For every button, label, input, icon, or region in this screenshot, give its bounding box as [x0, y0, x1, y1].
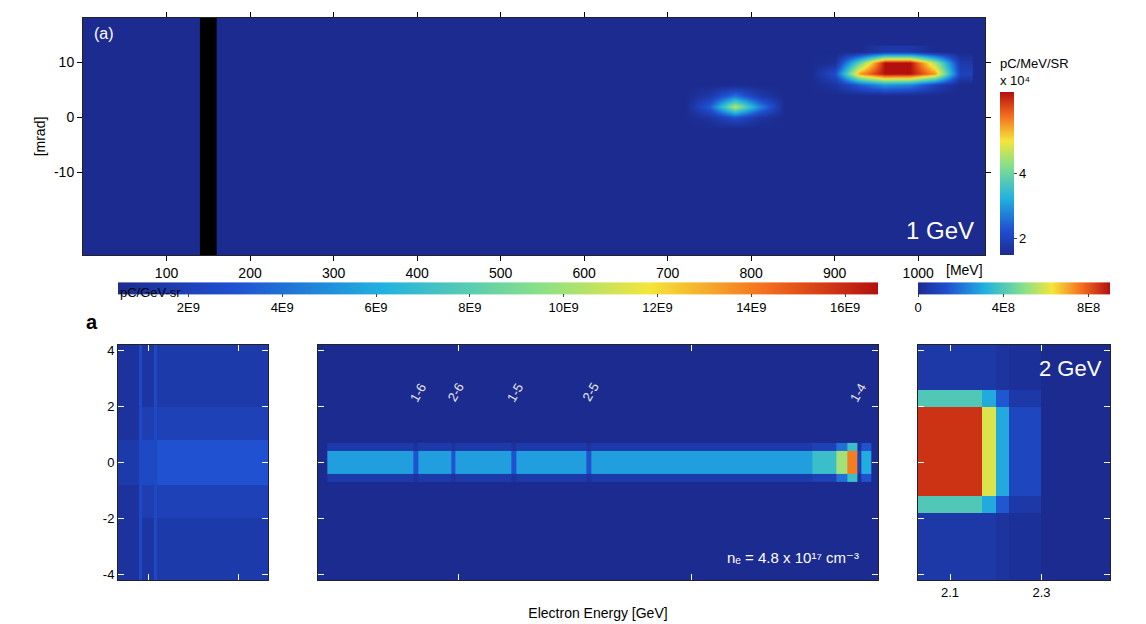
svg-text:1-4: 1-4: [847, 381, 869, 405]
svg-text:4E8: 4E8: [992, 301, 1015, 316]
svg-text:500: 500: [489, 265, 513, 281]
svg-text:0: 0: [914, 301, 921, 316]
svg-text:2: 2: [1019, 231, 1026, 246]
svg-text:[mrad]: [mrad]: [32, 117, 48, 157]
svg-text:(a): (a): [94, 25, 114, 42]
svg-text:2.1: 2.1: [941, 585, 959, 600]
svg-text:6E9: 6E9: [364, 301, 387, 316]
svg-text:2: 2: [107, 399, 114, 414]
svg-text:pC/MeV/SRx 10⁴: pC/MeV/SRx 10⁴: [1000, 56, 1069, 88]
svg-text:700: 700: [656, 265, 680, 281]
svg-text:800: 800: [739, 265, 763, 281]
svg-text:Electron Energy [GeV]: Electron Energy [GeV]: [528, 605, 667, 621]
svg-text:4E9: 4E9: [271, 301, 294, 316]
svg-text:10: 10: [59, 54, 75, 70]
svg-text:0: 0: [107, 455, 114, 470]
svg-text:200: 200: [238, 265, 262, 281]
svg-text:300: 300: [322, 265, 346, 281]
svg-text:1000: 1000: [903, 265, 934, 281]
svg-text:8E9: 8E9: [458, 301, 481, 316]
svg-text:1-5: 1-5: [504, 381, 526, 405]
svg-text:2 GeV: 2 GeV: [1039, 356, 1102, 381]
svg-text:2E9: 2E9: [177, 301, 200, 316]
svg-text:2-5: 2-5: [579, 380, 601, 404]
svg-text:-2: -2: [103, 511, 115, 526]
svg-text:4: 4: [107, 343, 114, 358]
svg-text:-10: -10: [54, 164, 74, 180]
svg-text:2.3: 2.3: [1032, 585, 1050, 600]
svg-text:100: 100: [155, 265, 179, 281]
svg-text:-4: -4: [103, 567, 115, 582]
svg-text:16E9: 16E9: [830, 301, 860, 316]
svg-text:900: 900: [823, 265, 847, 281]
svg-text:2-6: 2-6: [445, 380, 467, 404]
svg-text:nₑ = 4.8 x 10¹⁷ cm⁻³: nₑ = 4.8 x 10¹⁷ cm⁻³: [727, 549, 859, 566]
svg-text:600: 600: [572, 265, 596, 281]
svg-text:1-6: 1-6: [407, 381, 429, 405]
svg-text:14E9: 14E9: [736, 301, 766, 316]
svg-text:0: 0: [66, 109, 74, 125]
svg-text:1 GeV: 1 GeV: [906, 217, 974, 244]
svg-text:a: a: [86, 311, 98, 333]
svg-text:400: 400: [405, 265, 429, 281]
svg-text:pC/GeV-sr: pC/GeV-sr: [120, 285, 181, 300]
svg-text:4: 4: [1019, 166, 1026, 181]
svg-text:12E9: 12E9: [642, 301, 672, 316]
svg-text:[MeV]: [MeV]: [946, 262, 983, 278]
svg-text:8E8: 8E8: [1077, 301, 1100, 316]
svg-text:10E9: 10E9: [548, 301, 578, 316]
